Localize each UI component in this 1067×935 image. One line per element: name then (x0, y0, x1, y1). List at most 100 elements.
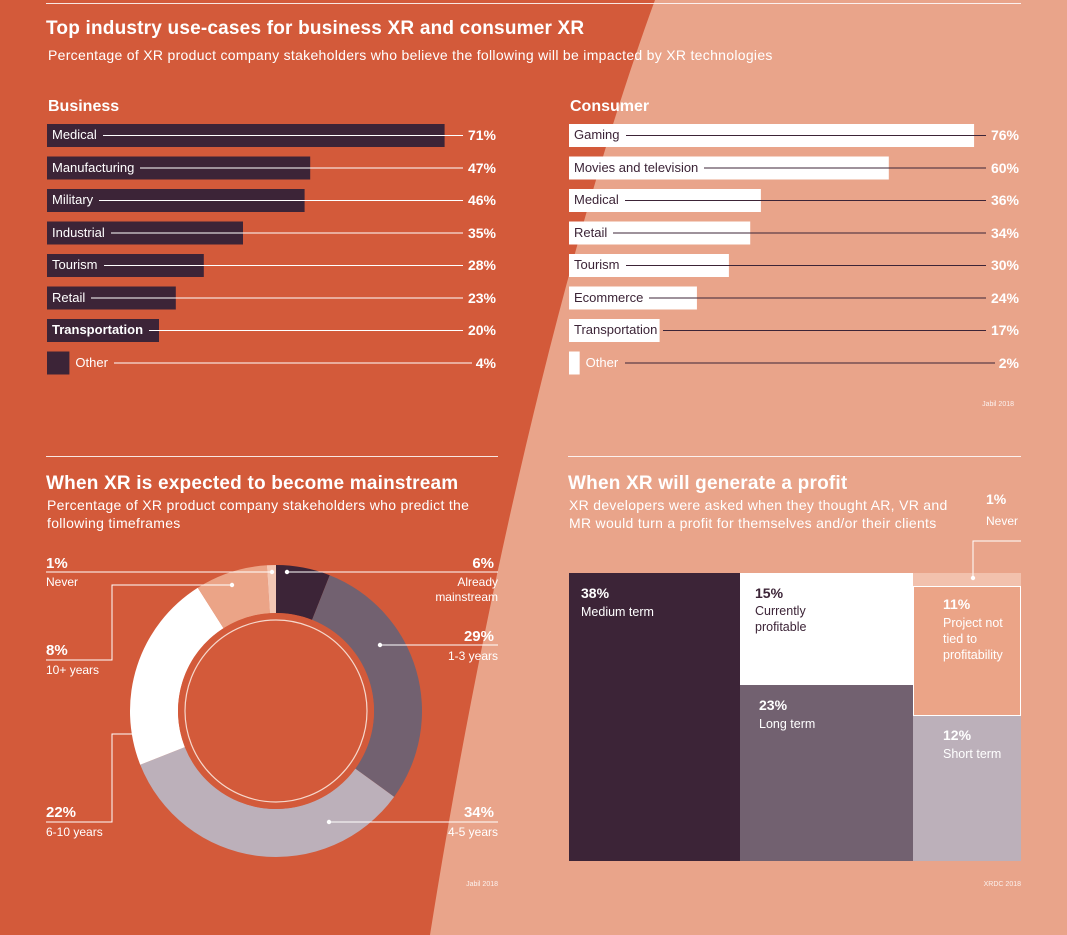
top-rule (46, 3, 1021, 4)
treemap-never (913, 573, 1021, 586)
business-value-tourism: 28% (467, 257, 496, 273)
treemap-long-term (740, 685, 913, 861)
profit-never-label: Never (986, 514, 1019, 528)
already-pct-label: 6% (472, 555, 494, 572)
already-label: Already mainstream (435, 575, 498, 604)
business-label-transportation: Transportation (52, 322, 144, 337)
profit-rule (568, 456, 1021, 457)
mainstream-subtitle-line2: following timeframes (47, 515, 181, 531)
profit-never-pct: 1% (986, 491, 1007, 507)
long-term-label: Long term (759, 717, 816, 731)
leader-never-dot (269, 569, 275, 575)
ten-plus-pct-label: 8% (46, 642, 68, 659)
six-ten-label: 6-10 years (46, 825, 103, 839)
page-title: Top industry use-cases for business XR a… (46, 18, 585, 39)
treemap-currently-profitable (740, 573, 913, 685)
consumer-value-ecommerce: 24% (990, 289, 1019, 306)
page-subtitle: Percentage of XR product company stakeho… (48, 47, 773, 63)
profit-title: When XR will generate a profit (568, 473, 848, 494)
business-label-tourism: Tourism (52, 257, 98, 272)
consumer-value-movies-and-television: 60% (990, 159, 1019, 176)
not-tied-pct: 11% (943, 596, 971, 612)
consumer-value-tourism: 30% (990, 257, 1019, 273)
leader-four-five-dot (326, 819, 332, 825)
profit-subtitle-line1: XR developers were asked when they thoug… (569, 497, 948, 513)
business-value-transportation: 20% (467, 322, 496, 338)
treemap-short-term (913, 716, 1021, 861)
consumer-chart-source: Jabil 2018 (982, 401, 1014, 408)
short-term-label: Short term (943, 747, 1002, 761)
long-term-pct: 23% (759, 697, 788, 713)
business-bar-other (47, 351, 70, 375)
currently-profitable-pct: 15% (755, 585, 784, 601)
consumer-label-ecommerce: Ecommerce (574, 289, 644, 305)
donut-slice-never (266, 565, 276, 614)
consumer-value-medical: 36% (990, 192, 1019, 208)
six-ten-pct-label: 22% (46, 804, 77, 821)
business-label-military: Military (52, 192, 94, 207)
treemap-not-tied (913, 586, 1021, 716)
donut-slice-1-3-years (312, 575, 422, 797)
one-three-pct-label: 29% (463, 628, 494, 645)
never-pct-label: 1% (46, 555, 68, 572)
leader-one-three-dot (377, 642, 383, 648)
consumer-bar-ecommerce (569, 286, 697, 310)
leader-six-ten-dot (153, 731, 159, 737)
consumer-label-retail: Retail (574, 224, 608, 240)
business-value-industrial: 35% (467, 224, 496, 241)
leader-ten-plus (46, 584, 232, 661)
consumer-value-other: 2% (998, 354, 1019, 371)
leader-ten-plus-dot (229, 582, 235, 588)
one-three-label: 1-3 years (447, 649, 498, 663)
profit-source: XRDC 2018 (983, 881, 1021, 888)
ten-plus-label: 10+ years (46, 663, 100, 677)
business-label-medical: Medical (52, 127, 97, 142)
leader-already-dot (284, 569, 290, 575)
short-term-pct: 12% (943, 727, 972, 743)
business-value-medical: 71% (467, 127, 496, 143)
currently-profitable-label: Currently profitable (755, 604, 807, 634)
mainstream-source: Jabil 2018 (466, 881, 498, 888)
consumer-label-medical: Medical (574, 192, 619, 207)
donut-slice-10-years (197, 565, 270, 629)
consumer-value-gaming: 76% (990, 127, 1019, 143)
mainstream-subtitle-line1: Percentage of XR product company stakeho… (47, 497, 470, 513)
mainstream-title: When XR is expected to become mainstream (46, 473, 459, 494)
donut-inner-ring (184, 619, 368, 803)
four-five-pct-label: 34% (463, 804, 494, 821)
business-label-other: Other (75, 354, 108, 370)
profit-never-leader-dot (970, 575, 976, 581)
business-label-industrial: Industrial (52, 224, 105, 240)
donut-slice-4-5-years (140, 747, 395, 857)
leader-six-ten (46, 733, 156, 823)
treemap-medium-term (569, 573, 740, 861)
business-label-manufacturing: Manufacturing (52, 159, 135, 175)
four-five-label: 4-5 years (447, 825, 498, 839)
consumer-label-movies-and-television: Movies and television (574, 159, 699, 175)
business-chart-title: Business (48, 98, 120, 115)
consumer-label-transportation: Transportation (574, 322, 658, 337)
business-value-other: 4% (475, 354, 496, 371)
consumer-label-tourism: Tourism (574, 257, 620, 272)
consumer-bar-transportation (569, 319, 660, 342)
business-value-military: 46% (467, 192, 496, 208)
not-tied-label: Project not tied to profitability (943, 616, 1003, 662)
mainstream-rule (46, 456, 498, 457)
profit-subtitle-line2: MR would turn a profit for themselves an… (569, 515, 937, 531)
consumer-chart-title: Consumer (570, 98, 650, 115)
medium-term-pct: 38% (581, 585, 610, 601)
profit-never-leader (972, 540, 1021, 578)
donut-slice-already-mainstream (276, 565, 330, 620)
treemap-not-tied-outline (913, 586, 1021, 716)
consumer-value-transportation: 17% (990, 322, 1019, 338)
medium-term-label: Medium term (581, 605, 654, 619)
donut-hole (178, 613, 374, 809)
consumer-value-retail: 34% (990, 224, 1019, 241)
consumer-bar-other (569, 351, 580, 375)
business-value-manufacturing: 47% (467, 159, 496, 176)
consumer-label-other: Other (585, 354, 619, 370)
donut-slice-6-10-years (130, 587, 224, 765)
business-label-retail: Retail (52, 289, 86, 305)
